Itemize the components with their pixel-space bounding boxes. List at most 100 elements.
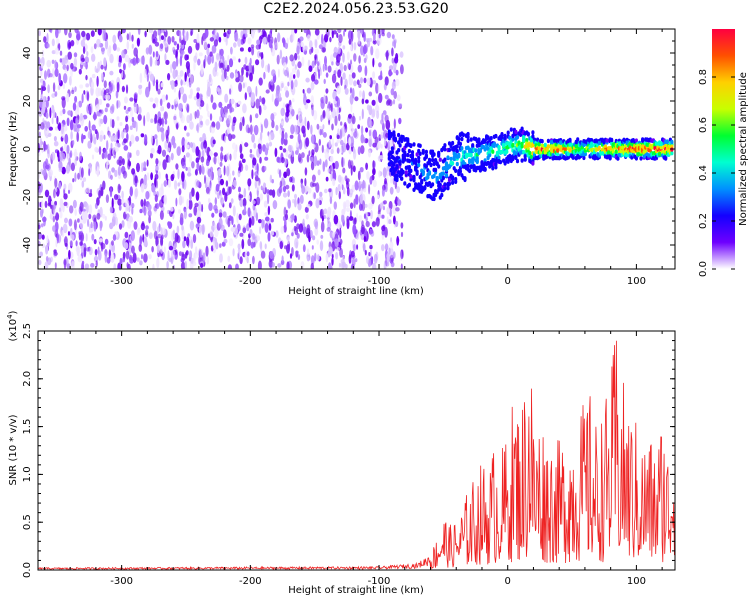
noise-speckle xyxy=(378,34,381,39)
colorbar-tick-label: 0.8 xyxy=(698,69,709,85)
noise-speckle xyxy=(159,98,163,107)
noise-speckle xyxy=(342,45,346,50)
noise-speckle xyxy=(314,252,317,262)
noise-speckle xyxy=(210,94,214,103)
noise-speckle xyxy=(182,179,185,189)
noise-speckle xyxy=(270,79,274,86)
noise-speckle xyxy=(287,81,290,87)
noise-speckle xyxy=(186,106,189,112)
noise-speckle xyxy=(316,160,320,166)
noise-speckle xyxy=(319,240,324,251)
noise-speckle xyxy=(355,231,360,240)
noise-speckle xyxy=(196,180,201,188)
noise-speckle xyxy=(252,203,256,211)
noise-speckle xyxy=(68,157,71,168)
noise-speckle xyxy=(301,152,305,159)
noise-speckle xyxy=(40,223,44,228)
noise-speckle xyxy=(329,54,334,64)
noise-speckle xyxy=(59,50,63,56)
noise-speckle xyxy=(75,240,78,247)
noise-speckle xyxy=(103,134,106,140)
noise-speckle xyxy=(391,47,394,57)
noise-speckle xyxy=(334,160,339,170)
noise-speckle xyxy=(91,73,96,79)
noise-speckle xyxy=(95,87,100,97)
signal-cell xyxy=(634,156,639,161)
noise-speckle xyxy=(354,180,359,191)
noise-speckle xyxy=(361,108,364,120)
noise-speckle xyxy=(289,253,293,259)
noise-speckle xyxy=(334,142,338,147)
signal-cell xyxy=(625,153,629,158)
noise-speckle xyxy=(376,141,382,149)
noise-speckle xyxy=(298,223,304,233)
noise-speckle xyxy=(74,127,80,133)
noise-speckle xyxy=(397,199,402,207)
noise-speckle xyxy=(302,44,305,53)
noise-speckle xyxy=(93,221,97,232)
noise-speckle xyxy=(249,114,252,123)
noise-speckle xyxy=(90,262,95,268)
noise-speckle xyxy=(41,208,44,214)
noise-speckle xyxy=(96,38,101,48)
noise-speckle xyxy=(204,29,209,38)
noise-speckle xyxy=(369,244,373,250)
noise-speckle xyxy=(40,85,44,95)
noise-speckle xyxy=(153,30,158,38)
noise-speckle xyxy=(170,63,173,74)
signal-cell xyxy=(407,158,411,164)
signal-cell xyxy=(494,162,498,167)
noise-speckle xyxy=(378,170,381,178)
signal-cell xyxy=(446,186,450,191)
noise-speckle xyxy=(311,74,316,82)
signal-cell xyxy=(502,142,506,148)
signal-cell xyxy=(407,165,411,170)
noise-speckle xyxy=(247,207,251,218)
noise-speckle xyxy=(73,57,78,68)
noise-speckle xyxy=(348,38,352,45)
noise-speckle xyxy=(393,118,396,129)
signal-cell xyxy=(590,143,594,148)
noise-speckle xyxy=(76,30,81,41)
noise-speckle xyxy=(356,212,359,222)
noise-speckle xyxy=(101,47,105,55)
noise-speckle xyxy=(83,246,87,258)
noise-speckle xyxy=(274,42,279,48)
noise-speckle xyxy=(138,88,143,95)
noise-speckle xyxy=(217,156,220,165)
signal-cell xyxy=(389,133,393,138)
noise-speckle xyxy=(131,116,135,123)
noise-speckle xyxy=(121,85,125,93)
noise-speckle xyxy=(242,103,247,114)
noise-speckle xyxy=(336,32,339,39)
noise-speckle xyxy=(235,77,240,83)
noise-speckle xyxy=(48,169,53,177)
noise-speckle xyxy=(342,52,345,63)
noise-speckle xyxy=(393,39,396,49)
noise-speckle xyxy=(150,147,155,154)
noise-speckle xyxy=(171,135,176,145)
noise-speckle xyxy=(389,247,394,259)
noise-speckle xyxy=(52,109,56,119)
noise-speckle xyxy=(49,107,52,119)
noise-speckle xyxy=(197,201,202,212)
noise-speckle xyxy=(230,198,234,204)
noise-speckle xyxy=(117,165,121,176)
noise-speckle xyxy=(154,97,159,104)
noise-speckle xyxy=(321,33,324,45)
noise-speckle xyxy=(160,82,164,88)
noise-speckle xyxy=(245,164,249,171)
noise-speckle xyxy=(57,183,62,190)
noise-speckle xyxy=(310,255,315,265)
noise-speckle xyxy=(324,188,328,194)
signal-cell xyxy=(446,155,450,160)
noise-speckle xyxy=(184,260,187,269)
noise-speckle xyxy=(210,126,215,134)
noise-speckle xyxy=(79,201,84,212)
noise-speckle xyxy=(179,30,182,40)
noise-speckle xyxy=(154,59,158,66)
signal-cell xyxy=(451,161,455,166)
noise-speckle xyxy=(210,136,215,148)
noise-speckle xyxy=(252,233,256,240)
noise-speckle xyxy=(349,87,353,94)
